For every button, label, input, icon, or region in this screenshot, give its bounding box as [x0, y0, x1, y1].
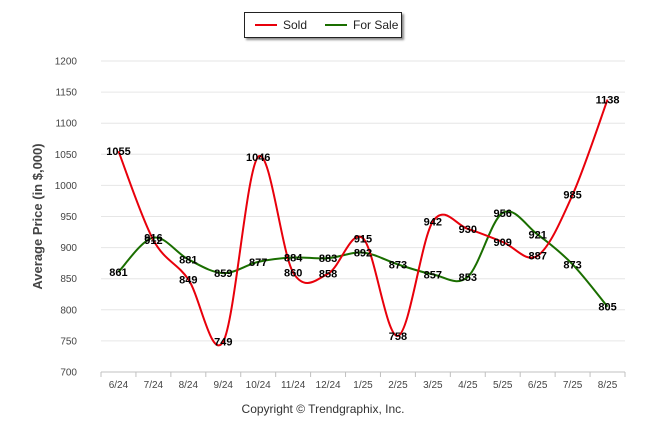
legend-swatch-sold — [255, 24, 277, 26]
data-label-for-sale: 857 — [424, 269, 442, 281]
data-label-for-sale: 853 — [459, 272, 477, 284]
data-label-sold: 1046 — [246, 152, 270, 164]
y-tick-label: 750 — [60, 336, 77, 347]
data-label-for-sale: 916 — [144, 233, 162, 245]
y-tick-label: 950 — [60, 212, 77, 223]
x-tick-label: 1/25 — [353, 380, 373, 391]
x-tick-label: 6/25 — [528, 380, 548, 391]
data-label-sold: 1138 — [596, 95, 620, 107]
y-axis-title: Average Price (in $,000) — [30, 143, 45, 289]
data-label-sold: 858 — [319, 269, 337, 281]
x-tick-label: 9/24 — [214, 380, 234, 391]
data-label-sold: 909 — [494, 237, 512, 249]
x-tick-label: 7/25 — [563, 380, 583, 391]
data-label-sold: 912 — [144, 235, 162, 247]
legend-label-sold: Sold — [283, 18, 308, 32]
y-tick-label: 1050 — [55, 150, 78, 161]
y-tick-label: 850 — [60, 274, 77, 285]
x-tick-label: 5/25 — [493, 380, 513, 391]
x-tick-label: 10/24 — [246, 380, 271, 391]
data-label-for-sale: 861 — [109, 267, 127, 279]
y-tick-label: 1200 — [55, 57, 78, 68]
x-tick-label: 8/25 — [598, 380, 618, 391]
x-tick-label: 7/24 — [144, 380, 164, 391]
data-label-sold: 749 — [214, 337, 232, 349]
data-label-sold: 915 — [354, 233, 372, 245]
data-label-for-sale: 881 — [179, 254, 197, 266]
data-label-sold: 942 — [424, 216, 442, 228]
y-tick-label: 900 — [60, 243, 77, 254]
series-line-for-sale — [117, 210, 609, 308]
data-label-for-sale: 884 — [284, 253, 303, 265]
x-tick-label: 11/24 — [281, 380, 306, 391]
copyright-text: Copyright © Trendgraphix, Inc. — [241, 402, 405, 416]
y-tick-label: 700 — [60, 368, 77, 379]
data-label-sold: 930 — [459, 224, 477, 236]
data-label-for-sale: 877 — [249, 257, 267, 269]
series-line-sold — [117, 99, 609, 347]
data-label-for-sale: 883 — [319, 253, 337, 265]
x-tick-label: 6/24 — [109, 380, 129, 391]
x-tick-label: 3/25 — [423, 380, 443, 391]
x-tick-label: 2/25 — [388, 380, 408, 391]
y-tick-label: 800 — [60, 305, 77, 316]
data-label-for-sale: 859 — [214, 268, 232, 280]
data-label-sold: 860 — [284, 267, 302, 279]
data-label-for-sale: 956 — [494, 208, 512, 220]
y-tick-label: 1100 — [55, 119, 77, 130]
data-label-for-sale: 873 — [389, 259, 407, 271]
legend-swatch-for-sale — [325, 24, 348, 26]
legend-label-for-sale: For Sale — [353, 18, 399, 32]
data-label-sold: 985 — [563, 190, 581, 202]
y-tick-label: 1150 — [55, 88, 77, 99]
chart-legend: Sold For Sale — [244, 12, 402, 38]
data-label-sold: 1055 — [106, 146, 130, 158]
x-tick-label: 8/24 — [179, 380, 199, 391]
data-label-for-sale: 892 — [354, 248, 372, 260]
data-label-sold: 887 — [528, 251, 546, 263]
x-tick-label: 4/25 — [458, 380, 478, 391]
legend-item-for-sale[interactable]: For Sale — [325, 18, 398, 32]
y-tick-label: 1000 — [55, 181, 78, 192]
data-label-sold: 758 — [389, 331, 407, 343]
data-label-for-sale: 805 — [598, 302, 616, 314]
data-label-sold: 849 — [179, 274, 197, 286]
data-label-for-sale: 873 — [563, 259, 581, 271]
x-tick-label: 12/24 — [316, 380, 341, 391]
legend-item-sold[interactable]: Sold — [255, 18, 307, 32]
data-label-for-sale: 921 — [528, 230, 546, 242]
